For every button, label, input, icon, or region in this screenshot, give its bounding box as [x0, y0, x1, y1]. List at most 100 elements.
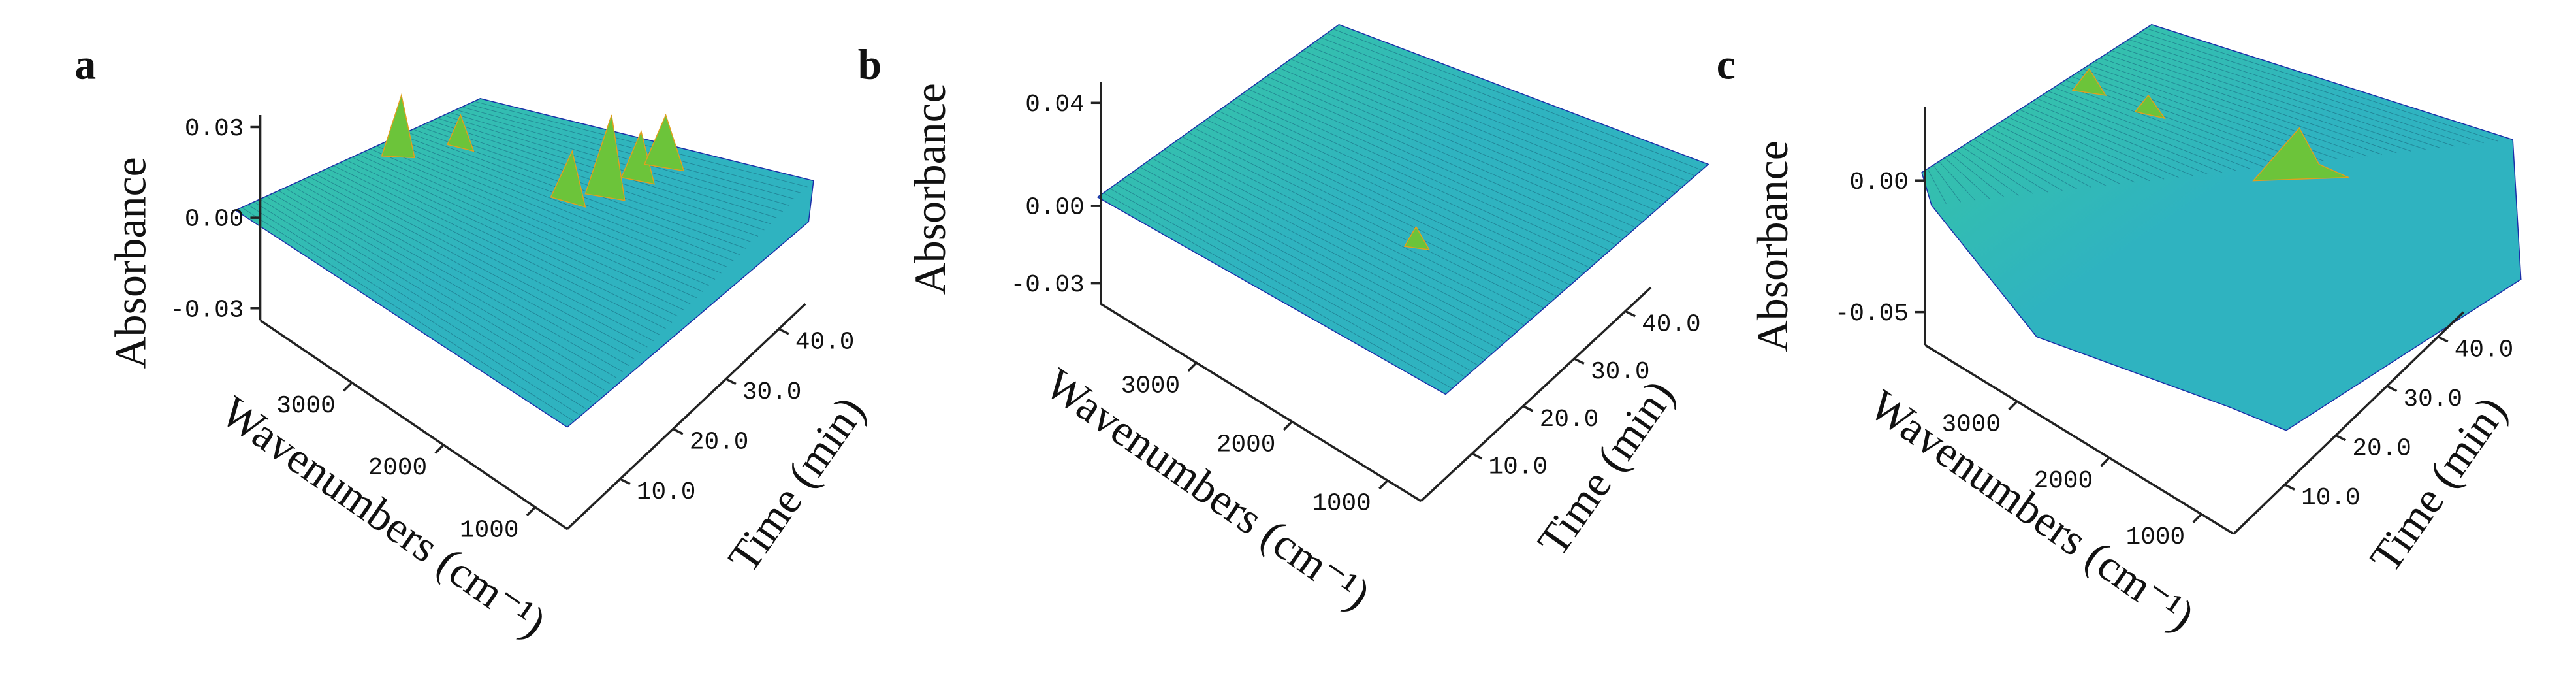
z-tick-label: 0.04: [1025, 91, 1085, 119]
surface-mesh: [2054, 87, 2266, 168]
surface-mesh: [2019, 109, 2179, 178]
surface-mesh: [419, 126, 752, 243]
z-tick-label: -0.05: [1835, 301, 1909, 328]
surface: [234, 98, 814, 428]
surface-mesh: [1127, 175, 1479, 366]
t-tick: [1522, 405, 1534, 412]
t-tick-label: 30.0: [1591, 359, 1650, 386]
panel-label: c: [1717, 42, 1736, 89]
surface-mesh: [2031, 102, 2208, 174]
t-tick-label: 20.0: [1540, 406, 1599, 434]
x-tick-label: 1000: [1312, 491, 1371, 518]
t-tick: [619, 478, 631, 485]
t-tick: [1625, 310, 1636, 318]
surface-mesh: [357, 154, 691, 304]
surface-mesh: [1996, 124, 2121, 184]
surface-peak: [643, 113, 685, 172]
surface-mesh: [1296, 54, 1662, 205]
surface-peak: [2134, 94, 2166, 120]
surface-mesh: [1933, 165, 1961, 203]
t-tick: [2335, 434, 2347, 442]
x-tick-label: 2000: [368, 455, 428, 482]
surface-mesh: [2048, 91, 2251, 170]
surface-mesh: [2122, 42, 2441, 148]
t-axis: [566, 303, 806, 530]
panel-label: b: [858, 42, 882, 89]
surface-mesh: [1979, 135, 2077, 189]
surface-mesh: [2076, 72, 2325, 161]
surface-mesh: [2099, 58, 2383, 155]
surface-mesh: [376, 146, 709, 286]
z-axis-title: Absorbance: [106, 157, 155, 369]
surface-peak: [2252, 127, 2349, 182]
surface-mesh: [2128, 39, 2455, 147]
surface-mesh: [462, 107, 795, 200]
surface-mesh: [1956, 150, 2019, 196]
surface-mesh: [1967, 142, 2048, 193]
surface-mesh: [1121, 179, 1472, 372]
x-axis: [1924, 344, 2234, 535]
t-tick: [2386, 385, 2398, 392]
x-axis-title: Wavenumbers (cm⁻¹): [1036, 359, 1379, 619]
z-tick-label: 0.00: [1849, 169, 1909, 197]
x-tick-label: 2000: [1216, 432, 1276, 459]
surface-mesh: [1272, 71, 1636, 228]
surface-mesh: [333, 165, 666, 329]
t-axis: [1420, 286, 1652, 502]
x-axis: [1100, 303, 1422, 502]
surface-mesh: [1236, 97, 1597, 263]
t-tick-label: 30.0: [2404, 386, 2463, 414]
surface-mesh: [2071, 76, 2310, 163]
x-tick: [2192, 513, 2202, 523]
surface-mesh: [260, 199, 592, 403]
surface-mesh: [1224, 106, 1584, 274]
surface-peak: [1403, 225, 1431, 251]
surface-mesh: [290, 184, 623, 372]
surface-mesh: [1278, 67, 1643, 222]
surface-peak: [550, 150, 586, 208]
surface-mesh: [339, 162, 673, 323]
t-tick-label: 10.0: [1489, 453, 1548, 481]
z-tick-label: 0.00: [1025, 195, 1085, 222]
surface-mesh: [1939, 161, 1976, 201]
t-tick-label: 40.0: [1642, 311, 1701, 338]
surface-mesh: [1254, 84, 1617, 246]
x-tick: [526, 506, 536, 517]
x-tick: [343, 382, 353, 392]
x-tick-label: 1000: [460, 517, 519, 544]
surface-mesh: [284, 188, 617, 378]
t-axis-title: Time (min): [1528, 371, 1683, 565]
surface-mesh: [1194, 127, 1551, 303]
z-tick-label: -0.03: [1011, 272, 1085, 299]
surface-mesh: [1309, 46, 1676, 193]
surface-peak: [584, 114, 626, 201]
surface: [1921, 24, 2522, 431]
surface-mesh: [1151, 157, 1505, 343]
surface-mesh: [370, 148, 703, 292]
t-axis-title: Time (min): [2361, 387, 2516, 581]
surface-mesh: [2059, 83, 2281, 167]
surface-mesh: [1164, 149, 1518, 332]
surface-peak: [381, 93, 415, 159]
t-tick: [672, 427, 684, 435]
t-tick: [725, 378, 737, 386]
x-tick-label: 3000: [276, 393, 336, 420]
surface-mesh: [272, 193, 605, 391]
surface-mesh: [1333, 28, 1702, 171]
surface-mesh: [1103, 192, 1453, 389]
x-axis-title: Wavenumbers (cm⁻¹): [1861, 380, 2204, 641]
surface-mesh: [241, 207, 574, 421]
z-axis-title: Absorbance: [1748, 140, 1797, 352]
surface-mesh: [1169, 145, 1525, 326]
surface-mesh: [1266, 76, 1630, 234]
t-tick-label: 30.0: [742, 379, 802, 406]
surface-mesh: [1134, 171, 1486, 361]
t-tick: [1471, 452, 1483, 460]
t-tick: [2437, 335, 2449, 343]
t-tick-label: 20.0: [690, 429, 749, 457]
surface-mesh: [1927, 169, 1947, 204]
t-tick: [778, 327, 789, 335]
surface-mesh: [1260, 80, 1623, 240]
